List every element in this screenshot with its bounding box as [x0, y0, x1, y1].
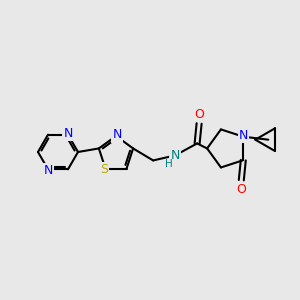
Text: O: O	[194, 108, 204, 121]
Text: N: N	[170, 149, 180, 162]
Text: N: N	[238, 129, 248, 142]
Text: S: S	[100, 163, 108, 176]
Text: H: H	[165, 159, 173, 170]
Text: N: N	[112, 128, 122, 142]
Text: N: N	[63, 127, 73, 140]
Text: N: N	[43, 164, 53, 177]
Text: O: O	[236, 183, 246, 196]
